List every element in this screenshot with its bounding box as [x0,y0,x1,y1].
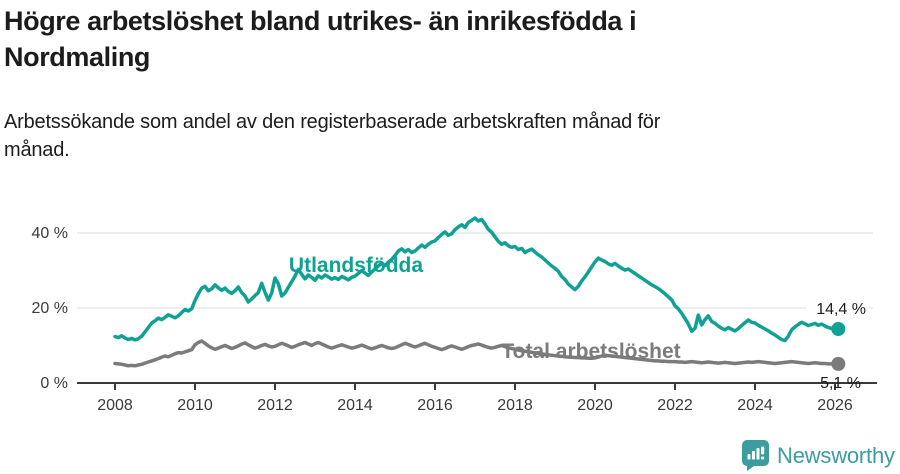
newsworthy-logo-text: Newsworthy [777,442,895,468]
title-line-2: Nordmaling [4,41,151,72]
series-end-dot-0 [831,322,846,336]
end-label-mask [806,299,869,318]
subtitle-line-1: Arbetssökande som andel av den registerb… [4,111,661,133]
series-line-1 [113,339,841,368]
x-tick-label: 2010 [177,397,213,414]
y-tick-label: 40 % [32,225,68,242]
x-tick-label: 2018 [497,397,533,414]
x-tick-label: 2008 [97,397,133,414]
series-label-0: Utlandsfödda [289,254,423,277]
end-value-label-1: 5,1 % [820,375,861,392]
end-value-label-0: 14,4 % [816,301,866,318]
y-tick-label: 20 % [32,300,68,317]
x-tick-label: 2022 [657,397,693,414]
y-tick-label: 0 % [40,375,68,392]
page-title: Högre arbetslöshet bland utrikes- än inr… [4,4,637,75]
newsworthy-logo-icon [742,440,769,471]
x-tick-label: 2020 [577,397,613,414]
series-label-1: Total arbetslöshet [501,340,680,363]
series-line-0 [113,216,841,343]
chart-subtitle: Arbetssökande som andel av den registerb… [4,108,660,165]
newsworthy-logo: Newsworthy [742,440,895,471]
title-line-1: Högre arbetslöshet bland utrikes- än inr… [4,6,637,36]
x-tick-label: 2014 [337,397,373,414]
line-chart-area: 2008 2010 2012 2014 2016 2018 2020 2022 2024 2026… [0,190,900,430]
subtitle-line-2: månad. [4,139,70,162]
x-tick-label: 2016 [417,397,453,414]
series-end-dot-1 [831,356,846,371]
x-tick-label: 2024 [737,397,773,414]
x-tick-label: 2026 [817,397,853,414]
x-tick-label: 2012 [257,397,293,414]
unemployment-line-chart: 2008 2010 2012 2014 2016 2018 2020 2022 2024 2026… [32,216,877,414]
